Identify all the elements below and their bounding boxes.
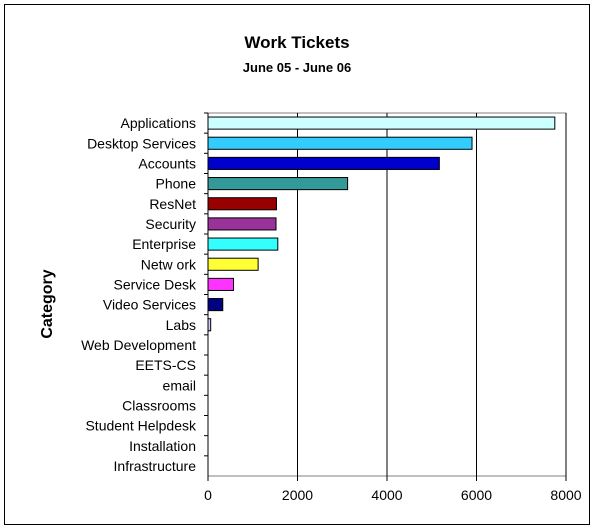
- category-label: Applications: [121, 115, 197, 131]
- category-label: Labs: [166, 317, 196, 333]
- category-label: Classrooms: [122, 397, 196, 413]
- bar: [207, 277, 235, 291]
- bar: [207, 177, 349, 191]
- x-tick-label: 4000: [371, 487, 402, 503]
- bar: [207, 116, 556, 130]
- category-label: Security: [145, 216, 196, 232]
- category-label: Video Services: [103, 297, 196, 313]
- category-label: EETS-CS: [135, 357, 196, 373]
- category-label: Netw ork: [141, 256, 197, 272]
- x-tick-labels: 0 2000 4000 6000 8000: [204, 476, 582, 503]
- category-label: Enterprise: [132, 236, 196, 252]
- x-tick-label: 2000: [282, 487, 313, 503]
- category-label: Desktop Services: [87, 135, 196, 151]
- bar: [207, 257, 259, 271]
- category-label: Service Desk: [114, 276, 197, 292]
- category-label: Student Helpdesk: [85, 418, 197, 434]
- grid-lines: [207, 112, 567, 477]
- bar: [207, 136, 473, 150]
- chart-subtitle: June 05 - June 06: [243, 60, 351, 75]
- chart-title: Work Tickets: [244, 33, 349, 52]
- category-label: email: [163, 377, 196, 393]
- category-labels: Applications Desktop Services Accounts Phon…: [81, 112, 208, 474]
- bar: [207, 237, 279, 251]
- x-tick-label: 6000: [461, 487, 492, 503]
- category-label: Installation: [129, 438, 196, 454]
- category-label: Accounts: [138, 155, 196, 171]
- bar: [207, 298, 224, 312]
- category-label: Phone: [156, 176, 197, 192]
- x-tick-label: 8000: [550, 487, 581, 503]
- category-label: ResNet: [149, 196, 196, 212]
- bar: [207, 318, 212, 332]
- bar: [207, 156, 440, 170]
- category-label: Web Development: [81, 337, 196, 353]
- x-tick-label: 0: [204, 487, 212, 503]
- y-axis-label: Category: [39, 269, 56, 338]
- bars: [207, 116, 556, 332]
- category-label: Infrastructure: [114, 458, 197, 474]
- bar: [207, 217, 277, 231]
- bar: [207, 197, 277, 211]
